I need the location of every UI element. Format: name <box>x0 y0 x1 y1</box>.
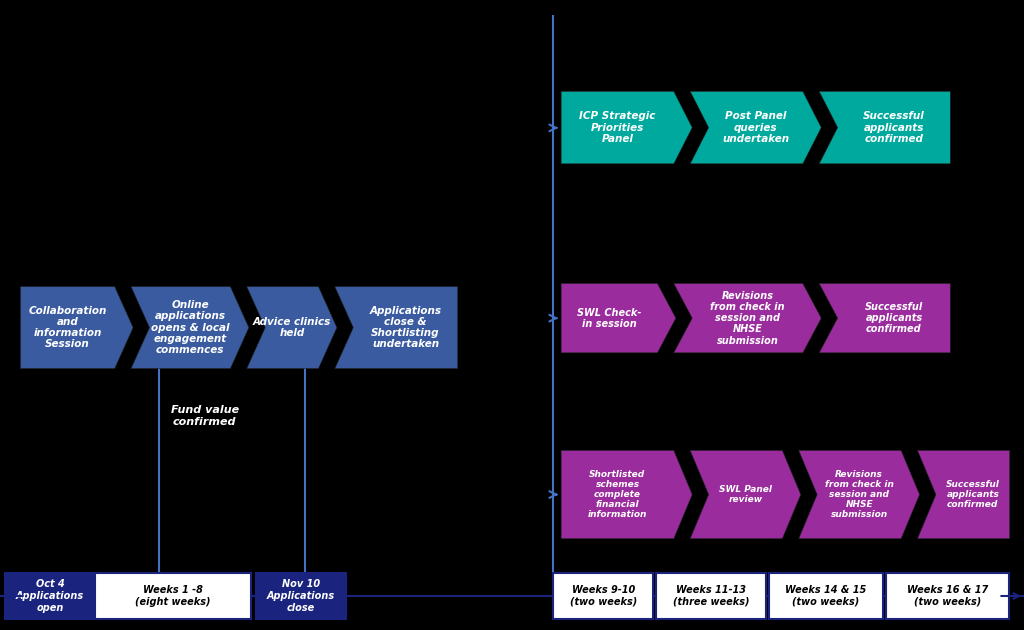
Polygon shape <box>690 91 821 164</box>
Polygon shape <box>918 450 1010 539</box>
Text: Weeks 14 & 15
(two weeks): Weeks 14 & 15 (two weeks) <box>785 585 866 607</box>
Text: Weeks 1 -8
(eight weeks): Weeks 1 -8 (eight weeks) <box>135 585 211 607</box>
Text: Applications
close &
Shortlisting
undertaken: Applications close & Shortlisting undert… <box>370 306 441 350</box>
Text: Revisions
from check in
session and
NHSE
submission: Revisions from check in session and NHSE… <box>824 470 894 519</box>
Text: Nov 10
Applications
close: Nov 10 Applications close <box>267 580 335 612</box>
Text: Revisions
from check in
session and
NHSE
submission: Revisions from check in session and NHSE… <box>711 291 784 345</box>
Text: Online
applications
opens & local
engagement
commences: Online applications opens & local engage… <box>151 301 229 355</box>
Text: Fund value
confirmed: Fund value confirmed <box>171 405 239 427</box>
Text: Collaboration
and
information
Session: Collaboration and information Session <box>29 306 106 350</box>
Text: Weeks 16 & 17
(two weeks): Weeks 16 & 17 (two weeks) <box>906 585 988 607</box>
Polygon shape <box>819 91 950 164</box>
Text: Weeks 9-10
(two weeks): Weeks 9-10 (two weeks) <box>569 585 637 607</box>
Bar <box>886 573 1009 619</box>
Bar <box>553 573 653 619</box>
Bar <box>769 573 883 619</box>
Polygon shape <box>131 287 249 369</box>
Bar <box>95 573 251 619</box>
Polygon shape <box>561 450 692 539</box>
Polygon shape <box>819 284 950 353</box>
Polygon shape <box>674 284 821 353</box>
Text: Successful
applicants
confirmed: Successful applicants confirmed <box>865 302 923 335</box>
Bar <box>5 573 95 619</box>
Text: Oct 4
Applications
open: Oct 4 Applications open <box>16 580 84 612</box>
Text: Weeks 11-13
(three weeks): Weeks 11-13 (three weeks) <box>673 585 750 607</box>
Polygon shape <box>690 450 801 539</box>
Text: Shortlisted
schemes
complete
financial
information: Shortlisted schemes complete financial i… <box>588 470 647 519</box>
Text: Advice clinics
held: Advice clinics held <box>253 317 331 338</box>
Text: ICP Strategic
Priorities
Panel: ICP Strategic Priorities Panel <box>580 112 655 144</box>
Polygon shape <box>335 287 458 369</box>
Text: Successful
applicants
confirmed: Successful applicants confirmed <box>863 112 925 144</box>
Text: SWL Check-
in session: SWL Check- in session <box>578 307 641 329</box>
Text: Post Panel
queries
undertaken: Post Panel queries undertaken <box>722 112 790 144</box>
Text: SWL Panel
review: SWL Panel review <box>719 485 772 504</box>
Polygon shape <box>20 287 133 369</box>
Polygon shape <box>247 287 337 369</box>
Polygon shape <box>799 450 920 539</box>
Polygon shape <box>561 91 692 164</box>
Text: Successful
applicants
confirmed: Successful applicants confirmed <box>946 480 999 509</box>
Bar <box>656 573 766 619</box>
Polygon shape <box>561 284 676 353</box>
Bar <box>256 573 346 619</box>
